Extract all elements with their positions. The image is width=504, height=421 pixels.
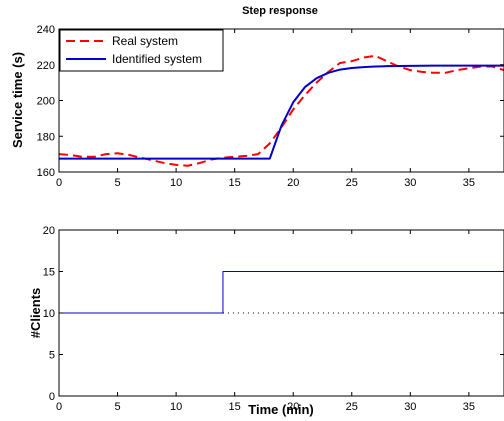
legend-label-identified-system: Identified system — [112, 52, 202, 66]
legend-box — [59, 29, 224, 72]
chart-step-response: Step response 0 5 10 15 20 25 30 35 160 180 200 220… — [10, 5, 504, 189]
y-tick-label: 220 — [37, 60, 55, 72]
chart-marks — [58, 54, 504, 167]
y-tick-label: 10 — [43, 308, 55, 320]
x-axis-label: Time (min) — [248, 402, 314, 417]
y-tick-label: 200 — [37, 96, 55, 108]
y-axis-label: #Clients — [28, 288, 43, 339]
x-tick-label: 30 — [404, 177, 416, 189]
x-tick-label: 10 — [170, 401, 182, 413]
y-tick-label: 0 — [49, 391, 55, 403]
axis-ticks — [58, 229, 504, 397]
legend: Real system Identified system — [59, 29, 224, 72]
y-tick-label: 240 — [37, 24, 55, 36]
x-tick-label: 15 — [229, 401, 241, 413]
series-0-line — [59, 271, 504, 314]
tick-labels: 0 5 10 15 20 25 30 35 0 5 10 15 20 — [43, 225, 475, 413]
x-tick-label: 25 — [346, 401, 358, 413]
x-tick-label: 10 — [170, 177, 182, 189]
real-system-line — [58, 54, 504, 167]
x-tick-label: 5 — [114, 401, 120, 413]
chart-clients: 0 5 10 15 20 25 30 35 0 5 10 15 20 #Clients Time (mi… — [28, 225, 504, 417]
x-tick-label: 35 — [463, 177, 475, 189]
x-tick-label: 5 — [114, 177, 120, 189]
y-axis-label: Service time (s) — [10, 52, 25, 148]
x-tick-label: 25 — [346, 177, 358, 189]
axis-ticks — [58, 28, 504, 173]
y-tick-label: 5 — [49, 350, 55, 362]
x-tick-label: 20 — [287, 177, 299, 189]
x-tick-label: 35 — [463, 401, 475, 413]
y-tick-label: 20 — [43, 225, 55, 237]
identified-system-line — [59, 64, 504, 160]
x-tick-label: 15 — [229, 177, 241, 189]
y-tick-label: 180 — [37, 131, 55, 143]
x-tick-label: 0 — [56, 401, 62, 413]
y-tick-label: 160 — [37, 167, 55, 179]
chart-marks — [59, 271, 504, 314]
tick-labels: 0 5 10 15 20 25 30 35 160 180 200 220 240 — [37, 24, 475, 189]
legend-label-real-system: Real system — [112, 34, 178, 48]
chart-title: Step response — [242, 5, 318, 17]
y-tick-label: 15 — [43, 267, 55, 279]
x-tick-label: 20 — [287, 401, 299, 413]
x-tick-label: 0 — [56, 177, 62, 189]
x-tick-label: 30 — [404, 401, 416, 413]
